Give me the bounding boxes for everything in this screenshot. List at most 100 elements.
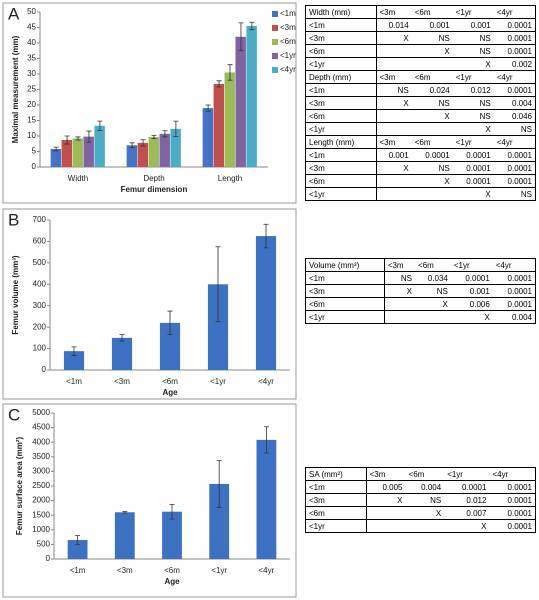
header-row: Length (mm) <3m <6m <1yr <4yr xyxy=(305,135,536,149)
table-cell: 0.0001 xyxy=(452,148,494,162)
table-cell: X xyxy=(411,44,453,58)
table-cell: X xyxy=(376,31,412,45)
table-cell: 0.0001 xyxy=(493,83,536,97)
error-bar xyxy=(75,535,81,545)
table-row: <1yr X 0.002 xyxy=(305,57,536,71)
bar xyxy=(67,540,88,559)
bar xyxy=(63,351,85,370)
table-row: <3m X NS 0.001 0.0001 xyxy=(305,284,536,298)
header-row: SA (mm²) <3m <6m <1yr <4yr xyxy=(305,467,536,481)
table-cell: 0.0001 xyxy=(450,271,493,285)
table-cell: <6m xyxy=(405,467,445,481)
table-cell xyxy=(376,122,412,136)
table-cell: NS xyxy=(384,271,416,285)
table-cell: <1m xyxy=(305,148,377,162)
table-row: <3m X NS NS 0.004 xyxy=(305,96,536,110)
table-cell: NS xyxy=(411,31,453,45)
table-cell: NS xyxy=(452,109,494,123)
table-cell xyxy=(376,174,412,188)
table-cell: X xyxy=(376,96,412,110)
table-row: <6m X NS 0.046 xyxy=(305,109,536,123)
table-row: <1yr X NS xyxy=(305,122,536,136)
table-cell: Depth (mm) xyxy=(305,70,377,84)
error-bar xyxy=(119,334,125,342)
table-cell: X xyxy=(450,310,493,324)
table-cell: 0.0001 xyxy=(492,297,536,311)
bar xyxy=(235,36,246,167)
y-tick-label: 20 xyxy=(27,100,36,109)
y-axis-title: Femur volume (mm³) xyxy=(11,255,20,334)
table-cell: <1yr xyxy=(305,187,377,201)
x-tick-label: <1m xyxy=(66,377,82,386)
table-cell: X xyxy=(405,506,445,520)
table-cell xyxy=(366,519,406,533)
table-cell xyxy=(411,187,453,201)
table-cell: <3m xyxy=(305,96,377,110)
table-cell: <4yr xyxy=(492,258,536,272)
legend-swatch xyxy=(272,67,278,73)
error-bar xyxy=(71,346,77,356)
table-cell: <3m xyxy=(305,161,377,175)
table-cell: X xyxy=(384,284,416,298)
table-cell: 0.0001 xyxy=(489,506,536,520)
table-row: <1m 0.005 0.004 0.0001 0.0001 xyxy=(305,480,536,494)
table-cell: 0.046 xyxy=(493,109,536,123)
table-cell: NS xyxy=(405,493,445,507)
y-tick-label: 1500 xyxy=(32,510,50,519)
table-cell: <1yr xyxy=(450,258,493,272)
table-cell: 0.004 xyxy=(492,310,536,324)
bar xyxy=(111,337,133,370)
bar xyxy=(246,25,257,168)
table-row: <3m X NS NS 0.0001 xyxy=(305,31,536,45)
table-cell: NS xyxy=(411,96,453,110)
table-cell: NS xyxy=(493,187,536,201)
table-cell: <3m xyxy=(376,5,412,19)
x-tick-label: <6m xyxy=(164,566,180,575)
error-bar xyxy=(216,460,222,508)
table-cell: <6m xyxy=(411,5,453,19)
table-row: <6m X 0.006 0.0001 xyxy=(305,297,536,311)
table-cell: <6m xyxy=(305,506,367,520)
table-cell xyxy=(366,506,406,520)
bar xyxy=(50,149,62,167)
table-cell: X xyxy=(452,57,494,71)
table-cell: 0.0001 xyxy=(489,493,536,507)
table-cell: 0.024 xyxy=(411,83,453,97)
table-cell: <4yr xyxy=(489,467,536,481)
y-tick-label: 2000 xyxy=(32,496,50,505)
table-row: <1m NS 0.024 0.012 0.0001 xyxy=(305,83,536,97)
y-tick-label: 400 xyxy=(33,279,47,288)
y-tick-label: 200 xyxy=(33,322,47,331)
x-tick-label: <6m xyxy=(162,377,178,386)
table-row: <6m X NS 0.0001 xyxy=(305,44,536,58)
y-tick-label: 300 xyxy=(33,301,47,310)
table-cell: X xyxy=(452,187,494,201)
table-row: <3m X NS 0.0001 0.0001 xyxy=(305,161,536,175)
table-cell xyxy=(376,57,412,71)
legend-swatch xyxy=(272,53,278,59)
table-cell: 0.001 xyxy=(452,18,494,32)
x-tick-label: Depth xyxy=(143,174,164,183)
table-cell xyxy=(384,297,416,311)
table-cell xyxy=(376,109,412,123)
table-cell: NS xyxy=(376,83,412,97)
table-cell: 0.014 xyxy=(376,18,412,32)
table-cell: <3m xyxy=(305,31,377,45)
error-bar xyxy=(53,146,59,152)
table-cell: X xyxy=(411,109,453,123)
table-cell: <1yr xyxy=(452,135,494,149)
y-tick-label: 2500 xyxy=(32,481,50,490)
table-cell: <4yr xyxy=(493,135,536,149)
error-bar xyxy=(140,139,146,147)
y-tick-label: 100 xyxy=(33,344,47,353)
table-cell xyxy=(376,187,412,201)
panel-frame xyxy=(2,208,297,400)
bar xyxy=(83,136,94,167)
legend-label: <1m xyxy=(280,9,296,18)
error-bar xyxy=(129,142,135,149)
table-cell: <4yr xyxy=(493,5,536,19)
table-cell: 0.0001 xyxy=(493,148,536,162)
table-cell: <6m xyxy=(415,258,451,272)
table-cell: <3m xyxy=(366,467,406,481)
